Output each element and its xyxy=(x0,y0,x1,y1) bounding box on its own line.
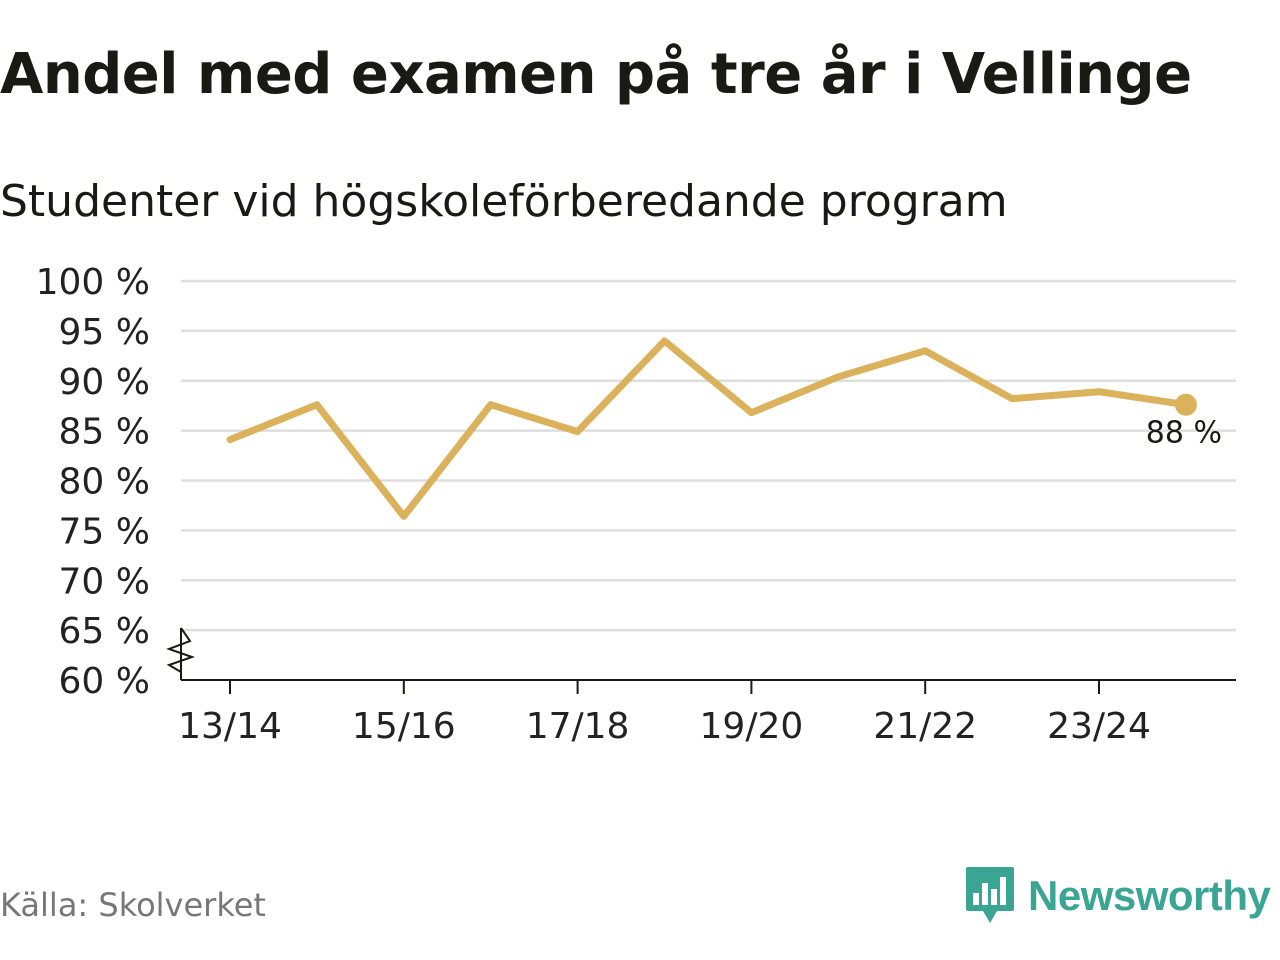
axis-break-icon xyxy=(166,627,196,673)
y-tick-label: 60 % xyxy=(59,661,150,702)
y-tick-label: 75 % xyxy=(59,511,150,552)
x-tick-label: 13/14 xyxy=(178,706,282,747)
series-line-group: 88 % xyxy=(226,337,1222,520)
x-tick-label: 21/22 xyxy=(873,706,977,747)
x-tick-label: 19/20 xyxy=(700,706,804,747)
y-tick-label: 95 % xyxy=(59,312,150,353)
brand-name: Newsworthy xyxy=(1028,872,1271,919)
y-tick-label: 70 % xyxy=(59,561,150,602)
end-value-label: 88 % xyxy=(1146,416,1222,451)
newsworthy-logo: Newsworthy xyxy=(964,864,1271,928)
x-tick-label: 15/16 xyxy=(352,706,456,747)
x-axis xyxy=(166,627,1236,681)
newsworthy-logo-icon xyxy=(966,867,1014,923)
x-tick-label: 23/24 xyxy=(1047,706,1151,747)
y-tick-label: 80 % xyxy=(59,462,150,503)
y-tick-label: 100 % xyxy=(36,262,150,303)
y-tick-label: 65 % xyxy=(59,611,150,652)
x-tick-label: 17/18 xyxy=(526,706,630,747)
series-line xyxy=(226,337,1190,520)
end-point-marker xyxy=(1174,393,1197,416)
y-tick-label: 90 % xyxy=(59,362,150,403)
y-tick-label: 85 % xyxy=(59,412,150,453)
chart-title: Andel med examen på tre år i Vellinge xyxy=(0,42,1192,107)
y-axis-labels: 60 % 65 % 70 % 75 % 80 % 85 % 90 % 95 % 100 % xyxy=(36,262,150,702)
x-axis-ticks: 13/14 15/16 17/18 19/20 21/22 23/24 xyxy=(178,680,1151,747)
gridlines xyxy=(181,279,1236,632)
chart-subtitle: Studenter vid högskoleförberedande progr… xyxy=(0,176,1008,227)
source-note: Källa: Skolverket xyxy=(0,886,266,924)
